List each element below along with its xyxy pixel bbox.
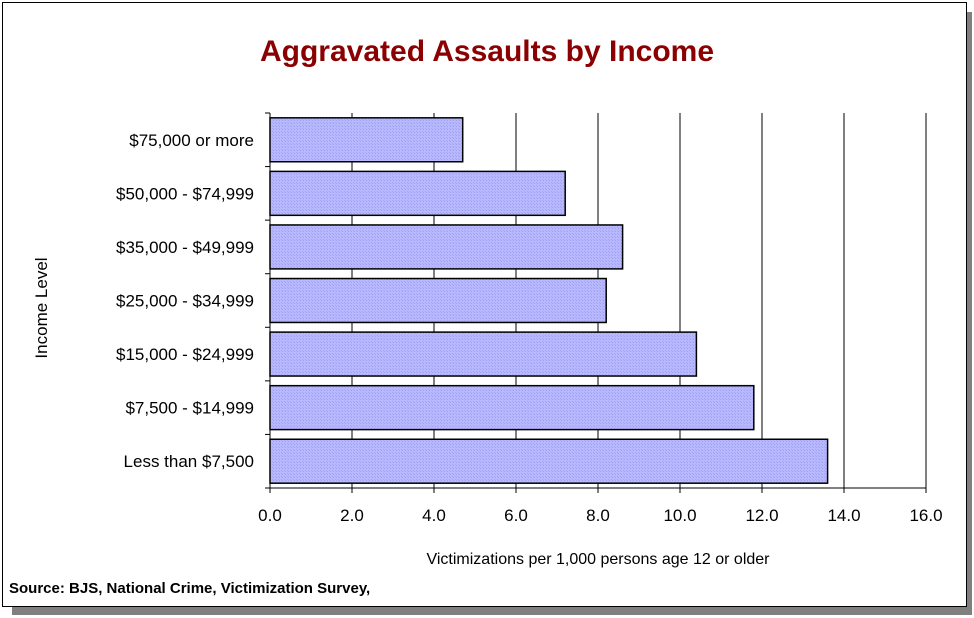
bar — [269, 117, 464, 163]
bar — [269, 438, 829, 484]
bars — [269, 117, 829, 484]
y-category-label: $75,000 or more — [129, 131, 254, 150]
chart-title: Aggravated Assaults by Income — [259, 35, 715, 68]
x-tick-label: 6.0 — [504, 506, 528, 525]
x-tick-label: 16.0 — [909, 506, 942, 525]
bar — [269, 384, 755, 431]
y-category-label: $15,000 - $24,999 — [116, 345, 254, 364]
source-note: Source: BJS, National Crime, Victimizati… — [9, 580, 371, 597]
y-category-labels: Less than $7,500 $7,500 - $14,999 $15,000 … — [116, 131, 254, 471]
x-tick-label: 12.0 — [745, 506, 778, 525]
bar — [269, 224, 624, 270]
y-category-label: $50,000 - $74,999 — [116, 184, 254, 203]
axes — [265, 112, 927, 493]
x-tick-label: 0.0 — [258, 506, 282, 525]
y-category-label: $7,500 - $14,999 — [125, 399, 254, 418]
bar — [269, 277, 607, 324]
bar — [269, 331, 698, 377]
x-tick-label: 2.0 — [340, 506, 364, 525]
y-category-label: $35,000 - $49,999 — [116, 238, 254, 257]
y-category-label: $25,000 - $34,999 — [116, 292, 254, 311]
x-tick-label: 8.0 — [586, 506, 610, 525]
y-category-label: Less than $7,500 — [124, 452, 254, 471]
x-tick-labels: 0.0 2.0 4.0 6.0 8.0 10.0 12.0 14.0 16.0 — [258, 506, 942, 525]
x-tick-label: 10.0 — [663, 506, 696, 525]
x-tick-label: 14.0 — [827, 506, 860, 525]
x-axis-label: Victimizations per 1,000 persons age 12 … — [426, 551, 770, 568]
x-tick-label: 4.0 — [422, 506, 446, 525]
bar — [269, 170, 566, 217]
